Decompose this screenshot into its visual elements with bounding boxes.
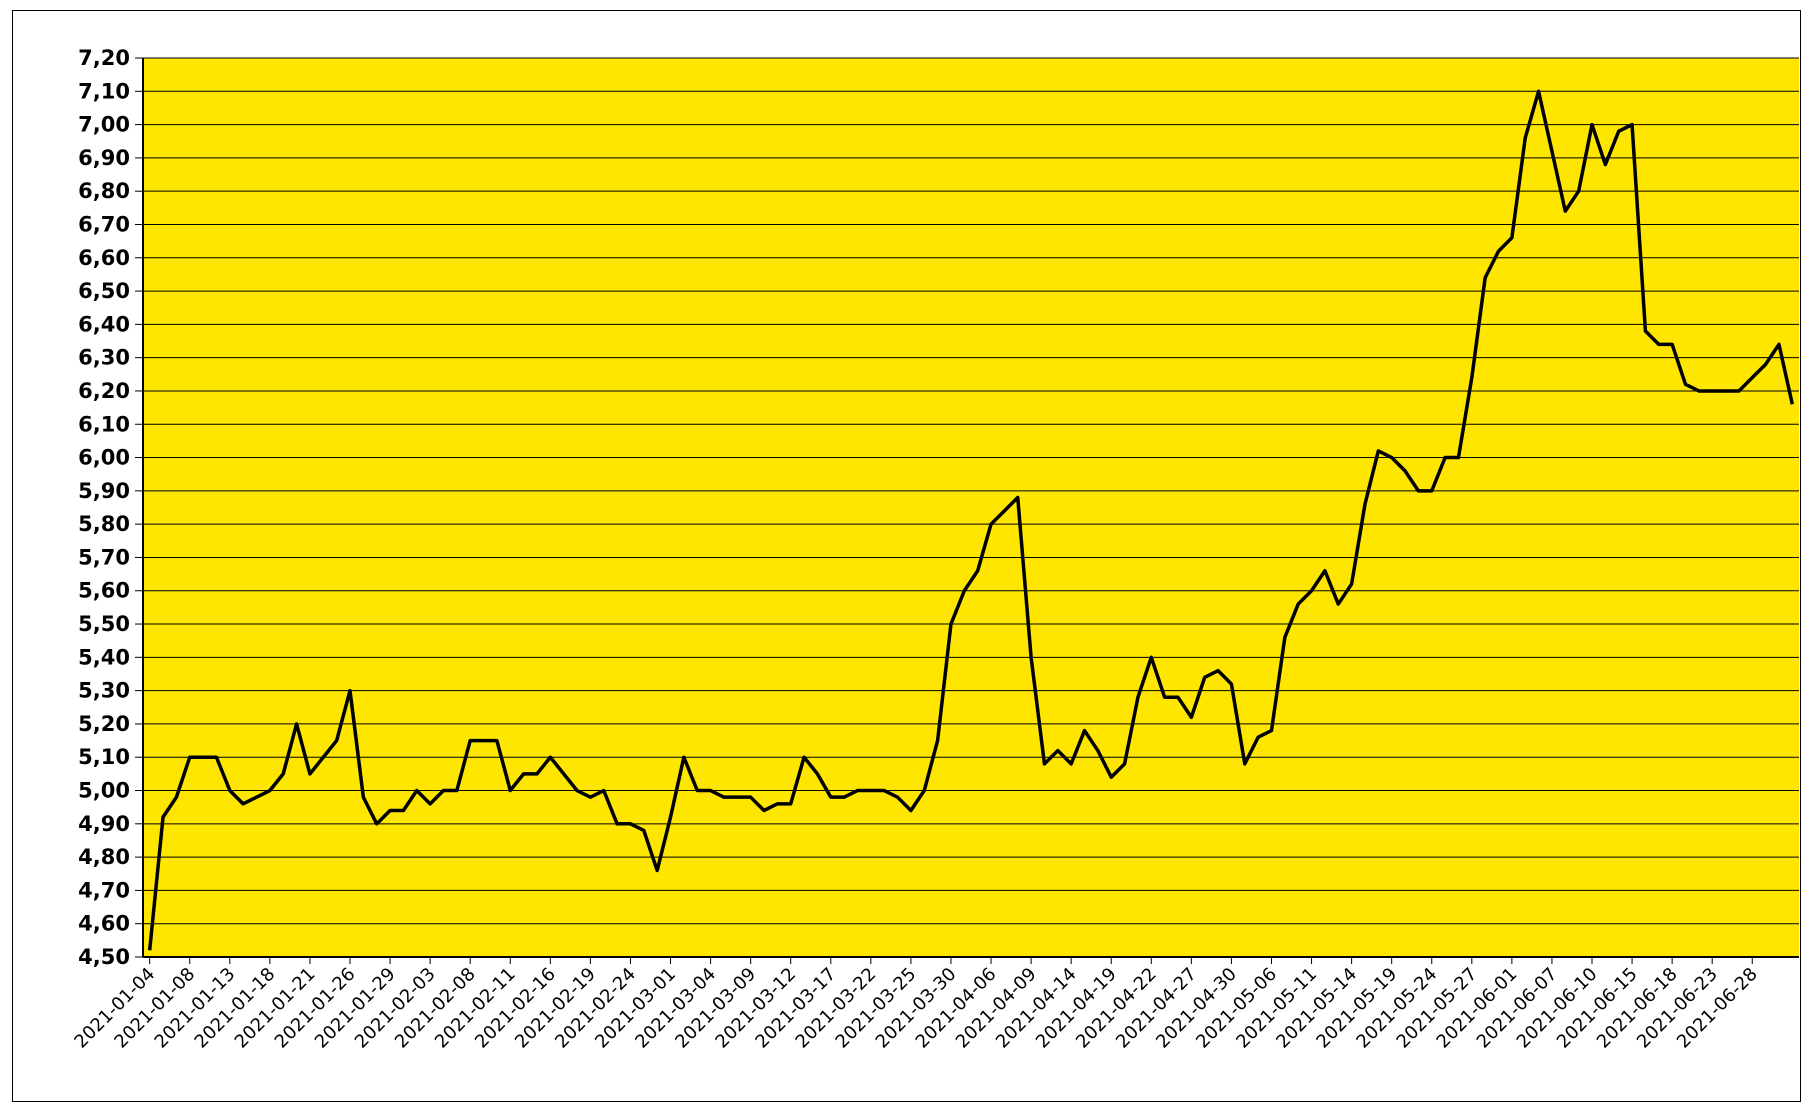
y-tick-label: 5,40 [78,645,130,669]
y-tick-label: 4,50 [78,945,130,969]
y-tick-label: 6,10 [78,412,130,436]
y-tick-label: 6,60 [78,246,130,270]
y-tick-label: 5,80 [78,512,130,536]
y-tick-label: 7,00 [78,113,130,137]
y-axis-ticks: 4,50 4,60 4,70 4,80 4,90 5,00 5,10 5,20 5,30 5,40… [78,46,143,969]
chart-frame: 4,50 4,60 4,70 4,80 4,90 5,00 5,10 5,20 5,30 5,40… [12,10,1801,1102]
y-tick-label: 6,90 [78,146,130,170]
y-tick-label: 6,40 [78,312,130,336]
y-tick-label: 5,10 [78,745,130,769]
y-tick-label: 7,20 [78,46,130,70]
y-tick-label: 5,50 [78,612,130,636]
y-tick-label: 4,60 [78,912,130,936]
series-layer [147,89,1795,951]
y-tick-label: 5,30 [78,679,130,703]
plot-area [143,58,1799,957]
line-chart: 4,50 4,60 4,70 4,80 4,90 5,00 5,10 5,20 5,30 5,40… [70,46,1799,1053]
grid-lines [143,57,1799,925]
y-tick-label: 6,70 [78,212,130,236]
y-tick-label: 6,50 [78,279,130,303]
y-tick-label: 4,80 [78,845,130,869]
x-axis-ticks: 2021-01-042021-01-082021-01-132021-01-18… [70,957,1762,1053]
y-tick-label: 7,10 [78,79,130,103]
y-tick-label: 6,30 [78,346,130,370]
y-tick-label: 4,90 [78,812,130,836]
y-tick-label: 5,00 [78,779,130,803]
y-tick-label: 5,70 [78,545,130,569]
y-tick-label: 5,20 [78,712,130,736]
series-line [147,89,1795,951]
y-tick-label: 6,20 [78,379,130,403]
y-tick-label: 6,00 [78,446,130,470]
y-tick-label: 5,60 [78,579,130,603]
y-tick-label: 4,70 [78,878,130,902]
y-tick-label: 5,90 [78,479,130,503]
y-tick-label: 6,80 [78,179,130,203]
